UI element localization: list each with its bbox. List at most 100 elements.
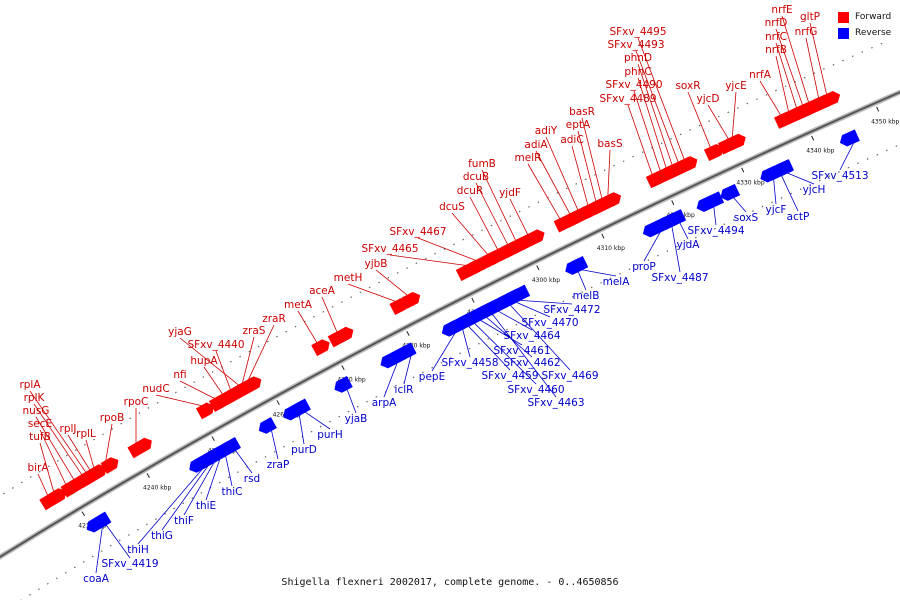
forward-label-sfxv_4495: SFxv_4495 — [609, 26, 666, 38]
forward-label-nudc: nudC — [142, 383, 169, 395]
reverse-leader — [679, 222, 689, 240]
reverse-leader — [787, 172, 815, 185]
reverse-leader — [271, 430, 279, 460]
forward-label-meta: metA — [284, 299, 313, 311]
tick-label: 4310 kbp — [597, 245, 625, 252]
forward-label-rpob: rpoB — [100, 412, 125, 424]
forward-label-yjdf: yjdF — [499, 187, 521, 199]
forward-gene-gltp — [820, 91, 841, 109]
forward-label-meth: metH — [334, 272, 363, 284]
forward-leader — [633, 90, 661, 171]
reverse-leader — [510, 305, 571, 371]
forward-leader — [775, 55, 789, 112]
forward-label-sfxv_4490: SFxv_4490 — [605, 79, 662, 91]
reverse-label-yjcf: yjcF — [766, 204, 787, 216]
forward-leader — [627, 104, 653, 175]
reverse-leader — [492, 314, 557, 398]
tick-mark — [811, 135, 815, 141]
forward-label-dcus: dcuS — [439, 201, 465, 213]
reverse-leader — [520, 299, 573, 305]
forward-gene-bass — [601, 192, 622, 210]
forward-label-fumb: fumB — [468, 158, 496, 170]
forward-leader — [375, 269, 408, 296]
reverse-label-melb: melB — [573, 290, 600, 302]
forward-leader — [581, 117, 603, 199]
forward-leader — [481, 169, 516, 241]
tick-mark — [671, 200, 675, 206]
forward-label-nrfc: nrfC — [765, 31, 787, 43]
forward-gene-yjce — [725, 133, 746, 151]
reverse-label-sfxv_4462: SFxv_4462 — [503, 357, 560, 369]
forward-label-soxr: soxR — [675, 80, 700, 92]
forward-label-rpoc: rpoC — [124, 396, 149, 408]
reverse-label-sfxv_4419: SFxv_4419 — [101, 558, 158, 570]
forward-label-yjbb: yjbB — [365, 258, 388, 270]
forward-label-rpll: rplL — [76, 428, 96, 440]
forward-leader — [637, 77, 667, 168]
reverse-label-sfxv_4469: SFxv_4469 — [541, 370, 598, 382]
reverse-label-mela: melA — [603, 276, 631, 288]
forward-leader — [203, 366, 223, 395]
tick-mark — [81, 511, 86, 517]
forward-label-phnc: phnC — [624, 66, 651, 78]
forward-label-nrfa: nrfA — [749, 69, 772, 81]
reverse-label-pepe: pepE — [419, 371, 445, 383]
forward-leader — [179, 337, 239, 386]
reverse-label-thif: thiF — [174, 515, 194, 527]
forward-leader — [347, 283, 396, 302]
reverse-label-rsd: rsd — [244, 473, 260, 485]
forward-leader — [39, 429, 67, 485]
forward-leader — [637, 63, 673, 165]
forward-leader — [35, 416, 75, 480]
tick-mark — [341, 365, 345, 370]
reverse-leader — [161, 466, 209, 531]
reverse-label-sfxv_4461: SFxv_4461 — [493, 345, 550, 357]
legend: Forward Reverse — [838, 9, 891, 41]
forward-leader — [248, 324, 275, 380]
reverse-leader — [95, 527, 103, 574]
reverse-gene-sfxv_4494 — [696, 191, 725, 212]
reverse-label-zrap: zraP — [267, 459, 290, 471]
forward-gene-nudc — [195, 402, 214, 420]
reverse-label-thic: thiC — [221, 486, 242, 498]
reverse-leader — [346, 389, 357, 414]
reverse-leader — [105, 524, 131, 559]
forward-leader — [535, 150, 571, 214]
forward-label-nrfd: nrfD — [765, 17, 788, 29]
forward-label-melr: melR — [515, 152, 542, 164]
reverse-leader — [671, 226, 681, 273]
reverse-label-sfxv_4494: SFxv_4494 — [687, 225, 744, 237]
reverse-leader — [205, 459, 221, 501]
forward-leader — [389, 254, 466, 266]
forward-gene-zrar — [242, 376, 262, 394]
reverse-leader — [582, 269, 617, 277]
reverse-label-sfxv_4459: SFxv_4459 — [481, 370, 538, 382]
forward-leader — [85, 439, 95, 468]
tick-mark — [406, 330, 410, 336]
forward-leader — [707, 104, 729, 139]
reverse-leader — [462, 329, 471, 358]
forward-label-nrfe: nrfE — [771, 4, 792, 16]
reverse-gene-yjab — [334, 375, 353, 393]
legend-reverse: Reverse — [838, 25, 891, 41]
forward-leader — [805, 37, 819, 98]
forward-label-nfi: nfi — [173, 369, 186, 381]
forward-label-sfxv_4467: SFxv_4467 — [389, 226, 446, 238]
reverse-leader — [516, 301, 551, 318]
reverse-label-coaa: coaA — [83, 573, 110, 585]
reverse-label-purh: purH — [317, 429, 343, 441]
forward-leader — [731, 91, 737, 137]
reverse-label-sfxv_4513: SFxv_4513 — [811, 170, 868, 182]
forward-leader — [527, 163, 561, 219]
reverse-leader — [781, 175, 799, 212]
forward-gene-acea — [327, 326, 354, 348]
forward-label-epta: eptA — [566, 119, 591, 131]
forward-leader — [39, 442, 54, 492]
forward-leader — [155, 394, 202, 407]
reverse-label-arpa: arpA — [372, 397, 397, 409]
reverse-leader — [577, 271, 587, 291]
forward-label-yjcd: yjcD — [697, 93, 720, 105]
backbone-line — [0, 91, 900, 559]
tick-label: 4280 kbp — [402, 342, 430, 349]
